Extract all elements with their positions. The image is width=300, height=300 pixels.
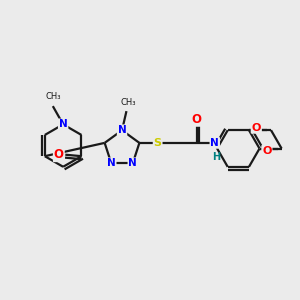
Text: N: N	[118, 125, 126, 135]
Text: O: O	[262, 146, 272, 156]
Text: O: O	[191, 113, 202, 126]
Text: N: N	[210, 138, 219, 148]
Text: N: N	[59, 119, 68, 129]
Text: O: O	[252, 123, 261, 133]
Text: N: N	[128, 158, 137, 168]
Text: H: H	[212, 152, 220, 162]
Text: N: N	[107, 158, 116, 168]
Text: CH₃: CH₃	[45, 92, 61, 101]
Text: S: S	[154, 138, 162, 148]
Text: O: O	[54, 148, 64, 161]
Text: CH₃: CH₃	[120, 98, 136, 107]
